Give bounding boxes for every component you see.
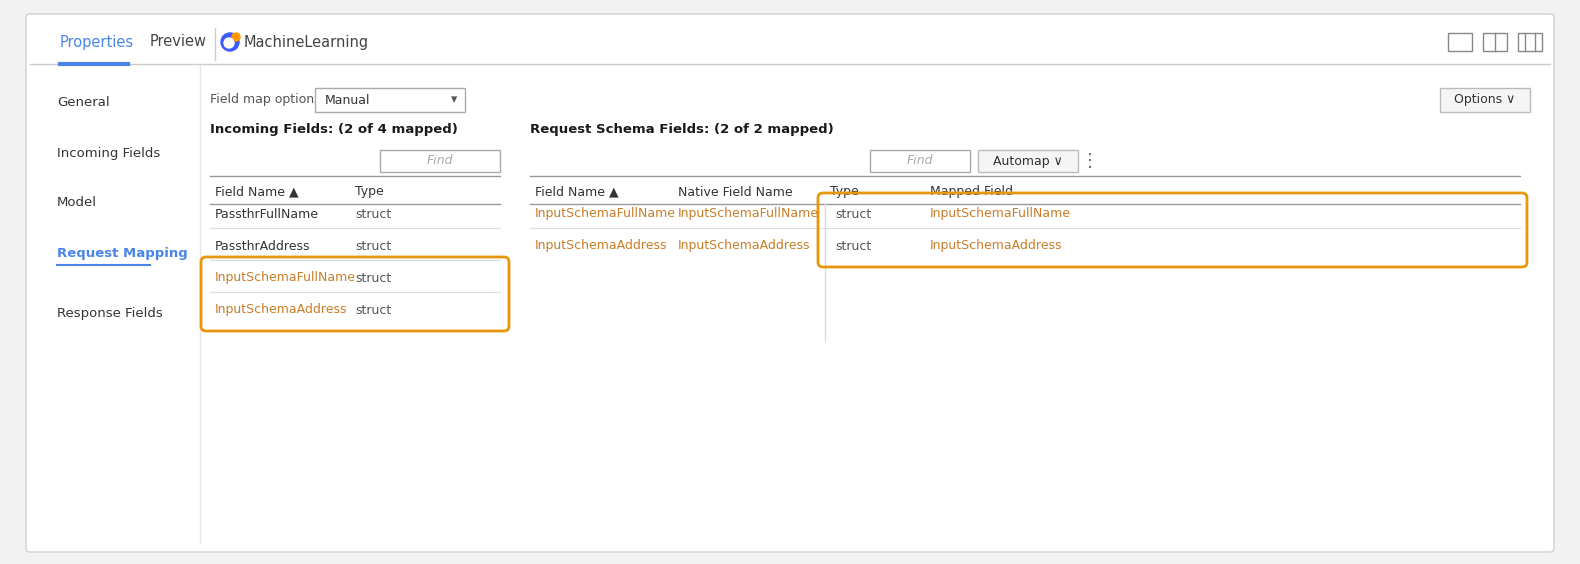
Circle shape bbox=[224, 38, 234, 48]
Text: Field Name ▲: Field Name ▲ bbox=[215, 186, 299, 199]
Text: InputSchemaFullName: InputSchemaFullName bbox=[215, 271, 356, 284]
Text: Field map options:: Field map options: bbox=[210, 94, 325, 107]
Circle shape bbox=[221, 33, 239, 51]
Text: Preview: Preview bbox=[150, 34, 207, 50]
Text: InputSchemaAddress: InputSchemaAddress bbox=[931, 240, 1062, 253]
Text: General: General bbox=[57, 96, 109, 109]
Text: ▾: ▾ bbox=[450, 94, 457, 107]
Text: Manual: Manual bbox=[325, 94, 370, 107]
Text: struct: struct bbox=[356, 271, 392, 284]
Text: Request Mapping: Request Mapping bbox=[57, 246, 188, 259]
Text: ⋮: ⋮ bbox=[1081, 152, 1100, 170]
Text: Response Fields: Response Fields bbox=[57, 306, 163, 319]
Text: struct: struct bbox=[834, 240, 871, 253]
Text: PassthrFullName: PassthrFullName bbox=[215, 208, 319, 221]
Text: Native Field Name: Native Field Name bbox=[678, 186, 793, 199]
Bar bbox=[978, 150, 1078, 172]
Text: MachineLearning: MachineLearning bbox=[243, 34, 370, 50]
Bar bbox=[1439, 88, 1529, 112]
Text: struct: struct bbox=[834, 208, 871, 221]
Text: InputSchemaFullName: InputSchemaFullName bbox=[931, 208, 1071, 221]
Text: Request Schema Fields: (2 of 2 mapped): Request Schema Fields: (2 of 2 mapped) bbox=[529, 124, 834, 136]
Text: Mapped Field: Mapped Field bbox=[931, 186, 1013, 199]
Text: Field Name ▲: Field Name ▲ bbox=[536, 186, 619, 199]
Text: struct: struct bbox=[356, 240, 392, 253]
Text: InputSchemaFullName: InputSchemaFullName bbox=[536, 208, 676, 221]
Bar bbox=[1447, 33, 1473, 51]
Text: Find: Find bbox=[427, 155, 453, 168]
Bar bbox=[381, 150, 499, 172]
Bar bbox=[314, 88, 465, 112]
Text: Options ∨: Options ∨ bbox=[1454, 94, 1515, 107]
Bar bbox=[1484, 33, 1507, 51]
Text: Incoming Fields: Incoming Fields bbox=[57, 147, 160, 160]
Text: struct: struct bbox=[356, 208, 392, 221]
Text: Find: Find bbox=[907, 155, 934, 168]
Text: Type: Type bbox=[356, 186, 384, 199]
Text: PassthrAddress: PassthrAddress bbox=[215, 240, 311, 253]
Text: InputSchemaFullName: InputSchemaFullName bbox=[678, 208, 818, 221]
Text: Properties: Properties bbox=[60, 34, 134, 50]
FancyBboxPatch shape bbox=[25, 14, 1555, 552]
Bar bbox=[1518, 33, 1542, 51]
Text: struct: struct bbox=[356, 303, 392, 316]
Text: InputSchemaAddress: InputSchemaAddress bbox=[678, 240, 811, 253]
Text: Automap ∨: Automap ∨ bbox=[994, 155, 1063, 168]
Text: Incoming Fields: (2 of 4 mapped): Incoming Fields: (2 of 4 mapped) bbox=[210, 124, 458, 136]
Text: Type: Type bbox=[830, 186, 860, 199]
Text: InputSchemaAddress: InputSchemaAddress bbox=[215, 303, 348, 316]
Text: InputSchemaAddress: InputSchemaAddress bbox=[536, 240, 667, 253]
Text: Model: Model bbox=[57, 196, 96, 209]
Circle shape bbox=[232, 33, 240, 41]
Bar bbox=[871, 150, 970, 172]
